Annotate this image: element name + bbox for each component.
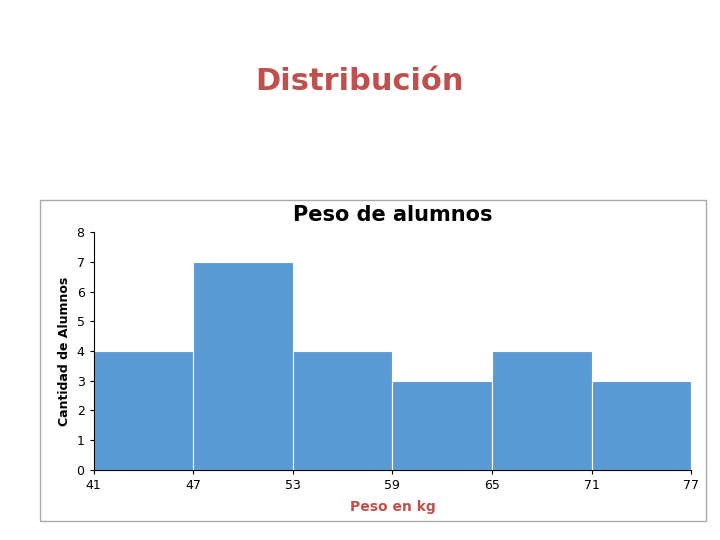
Bar: [94, 351, 193, 470]
Title: Peso de alumnos: Peso de alumnos: [292, 205, 492, 225]
Text: Distribución: Distribución: [256, 67, 464, 96]
X-axis label: Peso en kg: Peso en kg: [349, 500, 436, 514]
Bar: [392, 381, 492, 470]
Y-axis label: Cantidad de Alumnos: Cantidad de Alumnos: [58, 276, 71, 426]
Bar: [293, 351, 392, 470]
Bar: [193, 262, 293, 470]
Bar: [492, 351, 592, 470]
Text: III. CONCEPTOS ELEMENTALES DE LA INFERENCIA ESTADÍSTICA: III. CONCEPTOS ELEMENTALES DE LA INFEREN…: [101, 12, 619, 28]
Bar: [592, 381, 691, 470]
